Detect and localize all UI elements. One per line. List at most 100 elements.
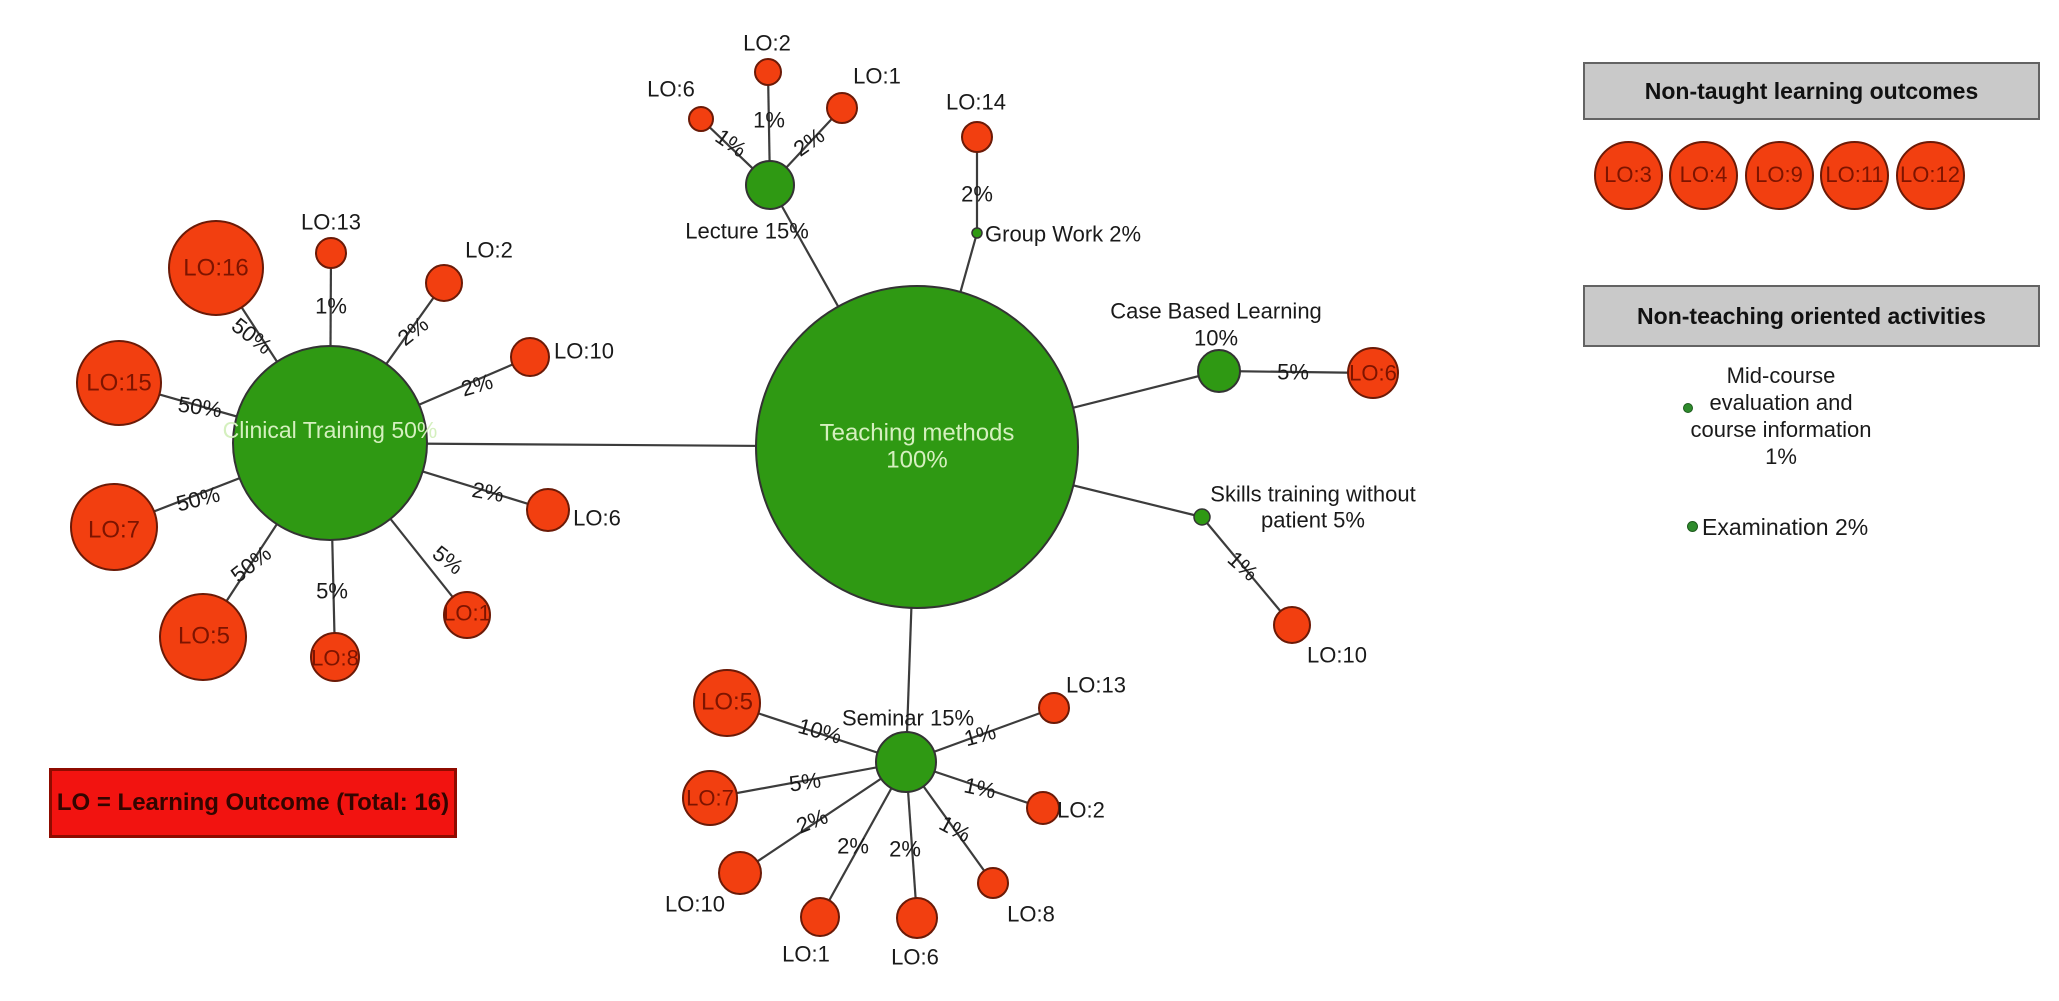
edge-percent-label: 5%	[788, 767, 823, 796]
seminar-lo7-circle	[682, 770, 738, 826]
seminar-lo6-circle	[896, 897, 938, 939]
seminar-hub-circle	[875, 731, 937, 793]
clinical-lo13-label: LO:13	[301, 210, 361, 235]
edge-percent-label: 50%	[176, 392, 223, 423]
midcourse-bullet-dot	[1683, 403, 1693, 413]
clinical-lo1-circle	[443, 591, 491, 639]
examination-bullet-dot	[1687, 521, 1698, 532]
group-work-dot-label: Group Work 2%	[985, 222, 1141, 247]
teaching-methods-hub-label: 100%	[886, 447, 947, 474]
clinical-lo16-label: LO:16	[183, 255, 248, 282]
midcourse-activity-line: Mid-course	[1726, 363, 1836, 388]
seminar-lo10-circle	[718, 851, 762, 895]
non-taught-lo-circle: LO:3	[1593, 140, 1663, 210]
clinical-lo2-circle	[425, 264, 463, 302]
group-work-dot-circle	[971, 227, 983, 239]
clinical-lo5-circle	[159, 593, 247, 681]
midcourse-activity-line: evaluation and	[1709, 390, 1853, 415]
teaching-methods-hub-circle	[755, 285, 1079, 609]
seminar-lo1-label: LO:1	[782, 942, 830, 967]
non-taught-outcomes-header-label: Non-taught learning outcomes	[1644, 77, 1979, 104]
clinical-lo15-circle	[76, 340, 162, 426]
examination-label: Examination 2%	[1702, 514, 1869, 540]
skills-lo10-circle	[1273, 606, 1311, 644]
clinical-lo8-label: LO:8	[311, 646, 359, 671]
midcourse-activity-line: 1%	[1765, 444, 1797, 469]
edge-percent-label: 1%	[1223, 546, 1263, 586]
edge-percent-label: 1%	[962, 772, 998, 803]
non-teaching-activities-header: Non-teaching oriented activities	[1583, 285, 2040, 347]
edge-percent-label: 1%	[711, 124, 751, 163]
non-taught-lo-circle: LO:9	[1744, 140, 1814, 210]
edge-percent-label: 5%	[316, 579, 348, 604]
clinical-lo6-circle	[526, 488, 570, 532]
teaching-methods-hub-label: Teaching methods	[820, 420, 1015, 447]
skills-lo10-label: LO:10	[1307, 643, 1367, 668]
cbl-lo6-label: LO:6	[1349, 361, 1397, 386]
lecture-lo6-label: LO:6	[647, 77, 695, 102]
legend-box: LO = Learning Outcome (Total: 16)	[49, 768, 457, 838]
clinical-training-hub-label: Clinical Training 50%	[223, 417, 438, 443]
edge-percent-label: 2%	[458, 369, 495, 402]
clinical-training-hub-circle	[232, 345, 428, 541]
lecture-lo2-label: LO:2	[743, 31, 791, 56]
lecture-hub-label: Lecture 15%	[685, 219, 809, 244]
lecture-lo2-circle	[754, 58, 782, 86]
clinical-lo5-label: LO:5	[178, 623, 230, 650]
non-teaching-activities-header-label: Non-teaching oriented activities	[1637, 302, 1986, 329]
lecture-lo6-circle	[688, 106, 714, 132]
edge-percent-label: 2%	[837, 834, 869, 859]
clinical-lo10-circle	[510, 337, 550, 377]
clinical-lo16-circle	[168, 220, 264, 316]
edge-percent-label: 2%	[470, 477, 506, 507]
seminar-lo13-circle	[1038, 692, 1070, 724]
non-taught-lo-circle: LO:11	[1820, 140, 1889, 210]
edge-percent-label: 1%	[753, 108, 785, 133]
case-based-learning-hub-label: 10%	[1194, 326, 1238, 351]
skills-training-dot-circle	[1193, 508, 1211, 526]
seminar-lo7-label: LO:7	[686, 786, 734, 811]
edge-percent-label: 10%	[795, 713, 844, 749]
non-taught-lo-circle: LO:4	[1669, 140, 1738, 210]
edge-percent-label: 50%	[227, 313, 277, 360]
nodes-layer	[70, 58, 1399, 939]
seminar-lo8-label: LO:8	[1007, 902, 1055, 927]
edge-percent-label: 1%	[315, 294, 347, 319]
groupwork-lo14-circle	[961, 121, 993, 153]
clinical-lo15-label: LO:15	[86, 370, 151, 397]
edge-percent-label: 2%	[889, 837, 921, 862]
skills-training-dot-label: Skills training without	[1210, 482, 1415, 507]
seminar-lo6-label: LO:6	[891, 945, 939, 970]
edge-percent-label: 5%	[1277, 360, 1309, 385]
seminar-lo5-circle	[693, 669, 761, 737]
clinical-lo7-label: LO:7	[88, 517, 140, 544]
legend-label: LO = Learning Outcome (Total: 16)	[56, 789, 450, 816]
seminar-lo2-label: LO:2	[1057, 798, 1105, 823]
edge-line	[739, 761, 907, 874]
clinical-lo7-circle	[70, 483, 158, 571]
clinical-lo6-label: LO:6	[573, 506, 621, 531]
seminar-lo10-label: LO:10	[665, 892, 725, 917]
edge-line	[1201, 516, 1293, 626]
case-based-learning-hub-circle	[1197, 349, 1241, 393]
clinical-lo13-circle	[315, 237, 347, 269]
non-taught-outcomes-header: Non-taught learning outcomes	[1583, 62, 2040, 120]
edge-percent-label: 50%	[226, 541, 276, 588]
seminar-lo1-circle	[800, 897, 840, 937]
lecture-lo1-label: LO:1	[853, 64, 901, 89]
groupwork-lo14-label: LO:14	[946, 90, 1006, 115]
clinical-lo10-label: LO:10	[554, 339, 614, 364]
seminar-lo5-label: LO:5	[701, 689, 753, 716]
edge-percent-label: 2%	[961, 182, 993, 207]
midcourse-evaluation-text: Mid-course evaluation and course informati…	[1681, 362, 1881, 470]
seminar-lo8-circle	[977, 867, 1009, 899]
seminar-lo2-circle	[1026, 791, 1060, 825]
edge-percent-label: 1%	[935, 810, 975, 847]
seminar-hub-label: Seminar 15%	[842, 706, 974, 731]
edge-percent-label: 50%	[174, 482, 223, 517]
lecture-lo1-circle	[826, 92, 858, 124]
case-based-learning-hub-label: Case Based Learning	[1110, 299, 1322, 324]
